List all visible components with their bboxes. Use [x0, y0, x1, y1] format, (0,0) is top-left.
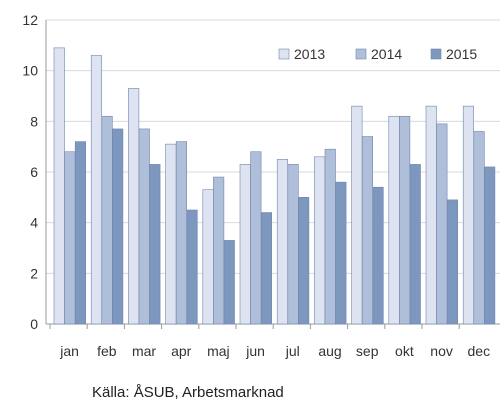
bar-2013-nov: [425, 105, 437, 325]
legend-label-2015: 2015: [446, 46, 477, 62]
y-tick-label: 0: [30, 316, 38, 332]
bar-2015-feb: [112, 128, 124, 325]
bar-2015-maj: [223, 240, 235, 325]
x-tick-label: maj: [207, 343, 230, 359]
bar-2015-mar: [149, 164, 161, 325]
bar-2015-aug: [335, 181, 347, 325]
y-tick-label: 10: [22, 63, 38, 79]
x-tick-label: mar: [132, 343, 156, 359]
bar-2013-okt: [388, 115, 400, 325]
bar-2015-dec: [484, 166, 496, 325]
bar-2014-jan: [64, 151, 76, 325]
bar-2013-maj: [202, 189, 214, 325]
bar-2014-okt: [399, 115, 411, 325]
bar-2013-feb: [90, 55, 102, 325]
bar-2013-jan: [53, 47, 65, 325]
bar-2013-jun: [239, 164, 251, 325]
bar-2015-jan: [74, 141, 86, 325]
bar-2014-mar: [138, 128, 150, 325]
bar-2014-jun: [250, 151, 262, 325]
legend-swatch-2014: [355, 48, 367, 60]
bar-2013-mar: [128, 88, 140, 325]
x-tick-label: jul: [285, 343, 300, 359]
legend-swatch-2015: [430, 48, 442, 60]
x-tick-label: apr: [171, 343, 192, 359]
bar-2015-jun: [260, 212, 273, 325]
bar-2014-feb: [101, 115, 113, 325]
bar-2015-sep: [372, 186, 384, 325]
bar-2014-sep: [361, 136, 374, 325]
x-tick-label: feb: [97, 343, 117, 359]
legend-background: [272, 40, 500, 68]
x-tick-label: okt: [395, 343, 414, 359]
x-tick-label: dec: [468, 343, 491, 359]
bar-2014-dec: [473, 131, 485, 325]
y-tick-label: 8: [30, 113, 38, 129]
source-note: Källa: ÅSUB, Arbetsmarknad: [92, 384, 284, 401]
bar-2013-dec: [462, 105, 475, 325]
y-tick-label: 4: [30, 215, 38, 231]
bar-2014-apr: [175, 141, 187, 325]
y-tick-label: 2: [30, 265, 38, 281]
x-tick-label: jun: [245, 343, 265, 359]
bar-2013-jul: [276, 159, 289, 325]
bar-2013-aug: [314, 156, 326, 325]
legend-label-2014: 2014: [371, 46, 402, 62]
bar-2014-maj: [213, 176, 225, 325]
legend-swatch-2013: [278, 48, 290, 60]
x-tick-label: nov: [430, 343, 453, 359]
x-tick-label: jan: [59, 343, 79, 359]
bar-2014-nov: [436, 123, 448, 325]
bar-2014-aug: [324, 148, 336, 325]
y-tick-label: 12: [22, 12, 38, 28]
legend-label-2013: 2013: [294, 46, 325, 62]
bar-2015-nov: [446, 199, 459, 325]
bar-2013-apr: [165, 143, 177, 325]
x-tick-label: sep: [356, 343, 379, 359]
y-tick-label: 6: [30, 164, 38, 180]
bar-2015-okt: [409, 164, 421, 325]
bar-2013-sep: [351, 105, 363, 325]
bar-2015-apr: [186, 209, 198, 325]
x-tick-label: aug: [318, 343, 341, 359]
bar-2015-jul: [298, 197, 310, 325]
bar-2014-jul: [287, 164, 299, 325]
